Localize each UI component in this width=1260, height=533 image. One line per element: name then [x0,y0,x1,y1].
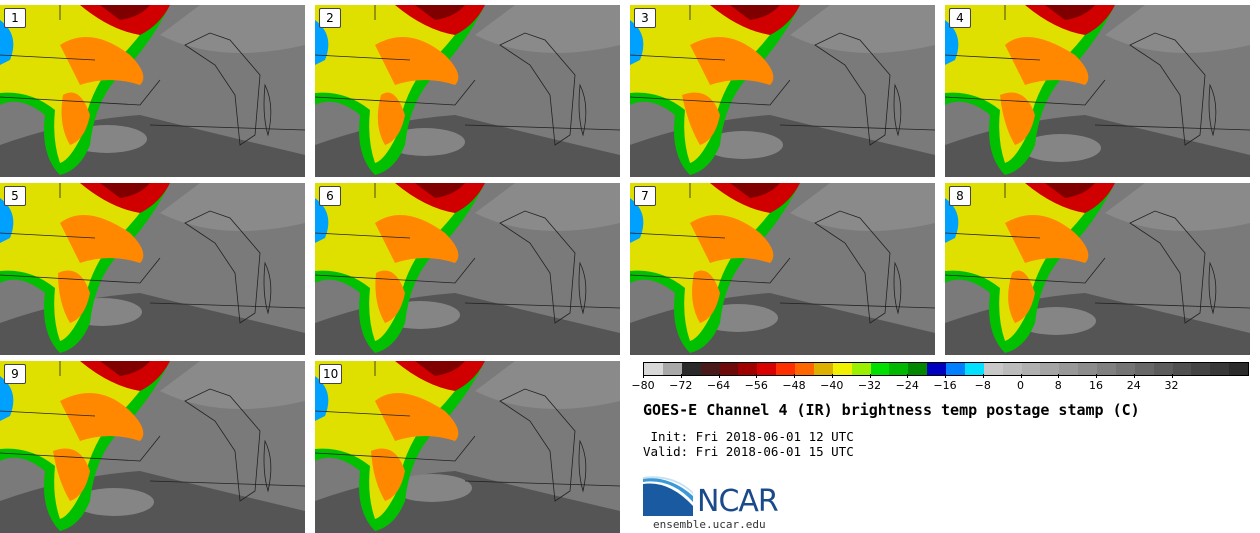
colorbar-swatch [983,363,1003,375]
ensemble-member-panel: 5 [0,183,305,355]
colorbar-tick [1058,374,1060,378]
colorbar-swatch [1210,363,1230,375]
colorbar-swatch [1097,363,1116,375]
colorbar-tick-label: −64 [706,379,731,392]
init-time: Init: Fri 2018-06-01 12 UTC [643,429,854,444]
member-number-label: 6 [319,186,341,206]
colorbar-tick [831,374,833,378]
ensemble-member-panel: 8 [945,183,1250,355]
colorbar-swatch [662,363,682,375]
colorbar-swatch [719,363,739,375]
colorbar-tick-label: −8 [974,379,991,392]
colorbar-swatch [832,363,852,375]
colorbar-tick [1133,374,1135,378]
colorbar-tick [1096,374,1097,378]
member-number-label: 3 [634,8,656,28]
colorbar-tick [718,374,720,378]
colorbar-tick-label: −80 [631,379,655,392]
colorbar-tick [945,374,946,378]
colorbar-tick [756,374,758,378]
colorbar-swatch [927,363,946,375]
colorbar-swatch [908,363,928,375]
colorbar-swatch [1191,363,1211,375]
member-number-label: 5 [4,186,26,206]
colorbar-swatch [795,363,814,375]
ensemble-member-panel: 1 [0,5,305,177]
temperature-colorbar [643,362,1249,376]
figure-title: GOES-E Channel 4 (IR) brightness temp po… [643,401,1140,419]
colorbar-tick-label: 32 [1164,379,1179,392]
colorbar-tick [1171,374,1173,378]
colorbar-tick [1020,374,1022,378]
member-number-label: 1 [4,8,26,28]
colorbar-swatch [1229,363,1248,375]
colorbar-swatch [1153,363,1173,375]
ncar-logo-icon [643,476,693,516]
colorbar-swatch [1078,363,1097,375]
ensemble-member-panel: 10 [315,361,620,533]
colorbar-tick [680,374,682,378]
colorbar-tick-label: −48 [782,379,806,392]
colorbar-tick-label: −24 [895,379,919,392]
colorbar-tick [907,374,909,378]
ensemble-member-panel: 4 [945,5,1250,177]
colorbar-swatch [757,363,777,375]
colorbar-swatch [1134,363,1154,375]
colorbar-swatch [1021,363,1041,375]
ensemble-member-panel: 3 [630,5,935,177]
member-number-label: 2 [319,8,341,28]
colorbar-swatch [1115,363,1135,375]
colorbar-tick-label: −16 [933,379,957,392]
colorbar-ticks: −80 −72 −64 −56 −48 −40 −32 −24 −16 −8 0 8 16 24 32 [631,374,1249,392]
site-url: ensemble.ucar.edu [653,518,766,531]
colorbar-swatch [851,363,871,375]
colorbar-swatch [644,363,663,375]
colorbar-swatch [1059,363,1079,375]
member-number-label: 4 [949,8,971,28]
member-number-label: 10 [319,364,343,384]
colorbar-tick-label: 0 [1017,379,1024,392]
colorbar-swatch [1040,363,1060,375]
colorbar-swatch [1172,363,1192,375]
valid-time: Valid: Fri 2018-06-01 15 UTC [643,444,854,459]
colorbar-tick [869,374,871,378]
colorbar-tick-label: 24 [1126,379,1141,392]
colorbar-tick-label: −72 [669,379,693,392]
ensemble-member-panel: 2 [315,5,620,177]
colorbar-tick-label: −32 [857,379,882,392]
member-number-label: 7 [634,186,656,206]
colorbar-tick [794,374,795,378]
ncar-logo: NCAR [643,476,793,521]
colorbar-swatch [870,363,890,375]
colorbar-swatch [1002,363,1022,375]
colorbar-swatch [681,363,701,375]
colorbar-tick-label: −56 [744,379,768,392]
ensemble-member-panel: 9 [0,361,305,533]
ensemble-member-panel: 7 [630,183,935,355]
colorbar-swatch [776,363,795,375]
colorbar-swatch [889,363,909,375]
colorbar-tick-label: −40 [820,379,844,392]
ncar-logo-text: NCAR [697,484,779,519]
colorbar-swatch [813,363,833,375]
colorbar-swatch [964,363,984,375]
colorbar-tick-label: 16 [1089,379,1103,392]
ensemble-member-panel: 6 [315,183,620,355]
colorbar-swatch [946,363,965,375]
member-number-label: 9 [4,364,26,384]
colorbar-tick [643,374,644,378]
member-number-label: 8 [949,186,971,206]
colorbar-tick [982,374,984,378]
colorbar-swatch [700,363,720,375]
colorbar-tick-label: 8 [1054,379,1062,392]
colorbar-swatch [738,363,758,375]
